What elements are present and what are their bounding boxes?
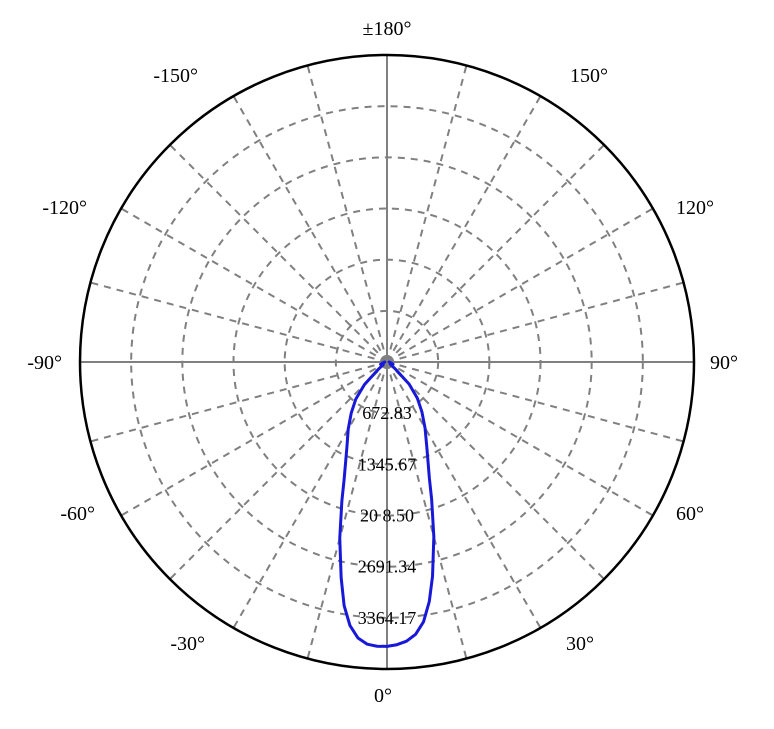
radial-tick-label: 3364.17 — [358, 608, 417, 628]
radial-tick-label: 20 8.50 — [360, 506, 414, 526]
angle-label: 120° — [676, 197, 714, 219]
radial-tick-label: 1345.67 — [358, 454, 417, 474]
angle-label: -60° — [60, 503, 95, 525]
angle-label: 0° — [374, 685, 392, 707]
angle-label: 30° — [566, 633, 594, 655]
angle-label: -120° — [42, 197, 87, 219]
angle-label: 150° — [570, 65, 608, 87]
angle-label: -90° — [27, 352, 62, 374]
angle-label: 90° — [710, 352, 738, 374]
angle-label: 60° — [676, 503, 704, 525]
radial-tick-label: 2691.34 — [358, 557, 417, 577]
angle-label: -30° — [170, 633, 205, 655]
angle-label: ±180° — [363, 18, 412, 40]
polar-chart: 672.83 1345.67 20 8.50 2691.34 3364.17 ±180° 1… — [0, 0, 774, 729]
angle-label: -150° — [153, 65, 198, 87]
radial-tick-label: 672.83 — [362, 403, 412, 423]
